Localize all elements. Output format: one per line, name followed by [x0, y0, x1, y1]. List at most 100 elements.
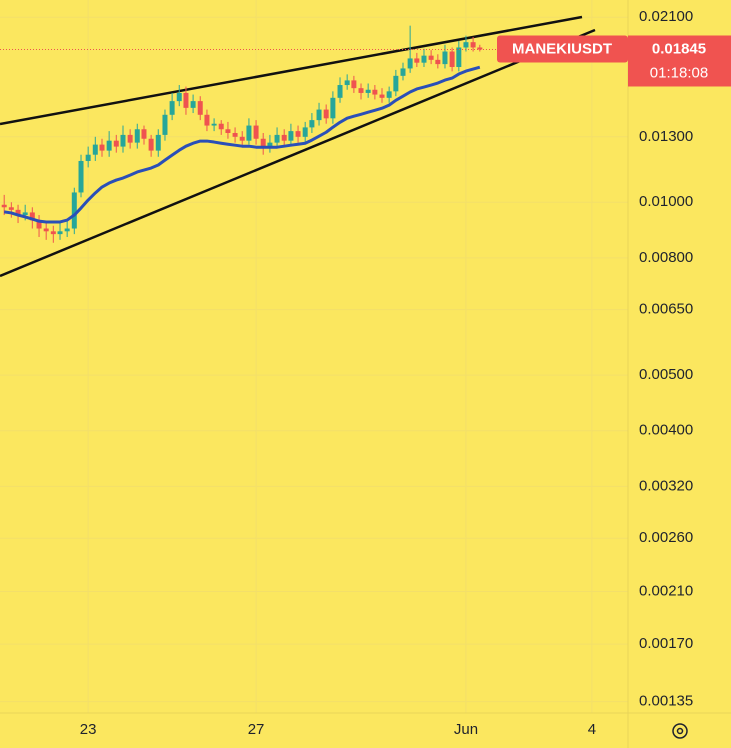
candle-body — [1, 204, 7, 208]
candle-body — [57, 231, 63, 235]
settings-icon[interactable] — [672, 723, 688, 739]
candle-body — [323, 109, 329, 119]
candle-body — [204, 114, 210, 126]
candle-body — [29, 212, 35, 221]
candle-body — [400, 68, 406, 76]
candle-body — [197, 101, 203, 115]
candle-body — [162, 114, 168, 135]
candle-body — [351, 80, 357, 89]
price-badge — [628, 35, 731, 87]
price-labels: MANEKIUSDT 0.01845 01:18:08 — [497, 35, 731, 87]
candle-body — [141, 129, 147, 139]
candle-body — [267, 142, 273, 147]
y-tick-label: 0.00800 — [639, 249, 693, 266]
y-tick-label: 0.00500 — [639, 366, 693, 383]
candle-body — [274, 134, 280, 143]
candle-body — [246, 125, 252, 141]
y-tick-label: 0.00650 — [639, 301, 693, 318]
trend-line — [0, 28, 596, 278]
candle-body — [113, 140, 119, 147]
candle-body — [421, 55, 427, 63]
y-tick-label: 0.00260 — [639, 529, 693, 546]
candle-body — [253, 125, 259, 139]
y-tick-label: 0.00170 — [639, 635, 693, 652]
candle-body — [386, 91, 392, 98]
candle-body — [127, 134, 133, 143]
candle-body — [36, 220, 42, 229]
candle-body — [358, 88, 364, 93]
symbol-badge — [497, 35, 628, 63]
candle-body — [435, 59, 441, 65]
candle-body — [106, 140, 112, 151]
trend-line — [0, 15, 583, 126]
candle-body — [92, 144, 98, 155]
moving-average — [3, 65, 481, 224]
candle-body — [337, 85, 343, 98]
x-tick-label: 4 — [588, 721, 596, 738]
y-tick-label: 0.01300 — [639, 128, 693, 145]
candle-body — [15, 209, 21, 216]
candle-body — [71, 192, 77, 229]
candle-body — [316, 109, 322, 121]
candle-body — [379, 94, 385, 98]
candle-body — [330, 97, 336, 119]
candle-body — [407, 58, 413, 69]
gear-center[interactable] — [676, 727, 684, 735]
countdown: 01:18:08 — [650, 64, 708, 81]
y-tick-label: 0.00210 — [639, 582, 693, 599]
candle-body — [442, 51, 448, 65]
candle-body — [78, 160, 84, 193]
candle-body — [211, 123, 217, 126]
candle-body — [64, 228, 70, 232]
candle-body — [393, 75, 399, 92]
candle-body — [85, 154, 91, 161]
y-tick-label: 0.00135 — [639, 693, 693, 710]
candle-body — [120, 134, 126, 147]
x-tick-label: 27 — [248, 721, 265, 738]
candle-body — [169, 101, 175, 115]
candle-body — [134, 129, 140, 143]
candle-body — [190, 101, 196, 108]
candle-body — [428, 55, 434, 60]
last-price: 0.01845 — [652, 40, 706, 57]
y-tick-label: 0.00320 — [639, 477, 693, 494]
candle-body — [260, 138, 266, 147]
candle-body — [463, 42, 469, 48]
x-tick-label: 23 — [80, 721, 97, 738]
candle-body — [239, 136, 245, 141]
candle-body — [218, 123, 224, 130]
candle-body — [309, 120, 315, 128]
candle-body — [372, 89, 378, 95]
candle-body — [176, 92, 182, 102]
candle-body — [449, 51, 455, 67]
symbol: MANEKIUSDT — [512, 40, 612, 57]
candle-body — [344, 80, 350, 86]
grid — [0, 0, 628, 713]
gear[interactable] — [672, 723, 688, 739]
candle-body — [99, 144, 105, 151]
plot-area — [0, 15, 628, 278]
candle-body — [288, 131, 294, 141]
candle-body — [183, 92, 189, 108]
candle-body — [281, 134, 287, 141]
candle-body — [22, 212, 28, 216]
candle-body — [302, 127, 308, 137]
candle-body — [225, 129, 231, 134]
candle-body — [456, 47, 462, 67]
candle-body — [470, 42, 476, 48]
candle-body — [43, 228, 49, 232]
candle-body — [8, 207, 14, 210]
candle-body — [148, 138, 154, 151]
candle-body — [414, 58, 420, 63]
candle-body — [477, 47, 483, 50]
candle-body — [365, 89, 371, 93]
candle-body — [295, 131, 301, 137]
y-tick-label: 0.01000 — [639, 193, 693, 210]
candle-body — [155, 134, 161, 151]
x-tick-label: Jun — [454, 721, 478, 738]
candle-body — [50, 231, 56, 235]
candle-body — [232, 133, 238, 137]
y-tick-label: 0.00400 — [639, 422, 693, 439]
